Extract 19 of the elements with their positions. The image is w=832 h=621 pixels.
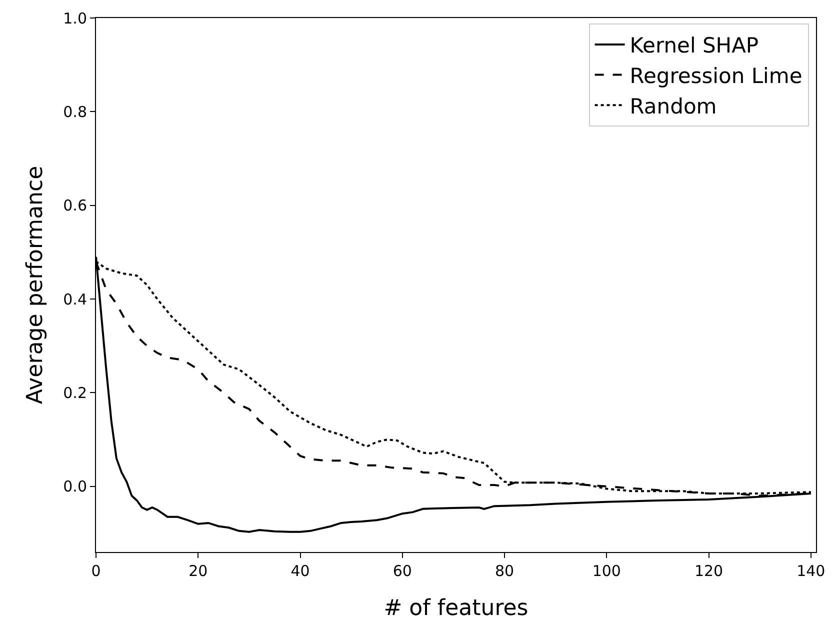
y-tick-label: 0.0 bbox=[63, 478, 87, 496]
y-axis-title: Average performance bbox=[23, 166, 48, 404]
x-tick-label: 60 bbox=[392, 562, 412, 580]
x-axis-title: # of features bbox=[384, 596, 528, 621]
legend-label: Kernel SHAP bbox=[630, 34, 759, 58]
x-tick-label: 100 bbox=[592, 562, 621, 580]
x-tick-label: 120 bbox=[694, 562, 724, 580]
y-tick-label: 0.6 bbox=[63, 196, 87, 215]
y-tick-label: 0.4 bbox=[63, 290, 87, 308]
y-tick-label: 1.0 bbox=[63, 9, 87, 28]
x-tick-label: 20 bbox=[188, 562, 208, 580]
y-tick-label: 0.8 bbox=[63, 102, 87, 121]
x-tick-label: 40 bbox=[290, 562, 310, 580]
legend-label: Random bbox=[630, 94, 717, 118]
x-tick-label: 0 bbox=[91, 562, 101, 580]
legend-label: Regression Lime bbox=[630, 64, 802, 88]
y-tick-label: 0.2 bbox=[63, 384, 87, 402]
x-tick-label: 140 bbox=[796, 562, 826, 580]
x-tick-label: 80 bbox=[494, 562, 514, 580]
